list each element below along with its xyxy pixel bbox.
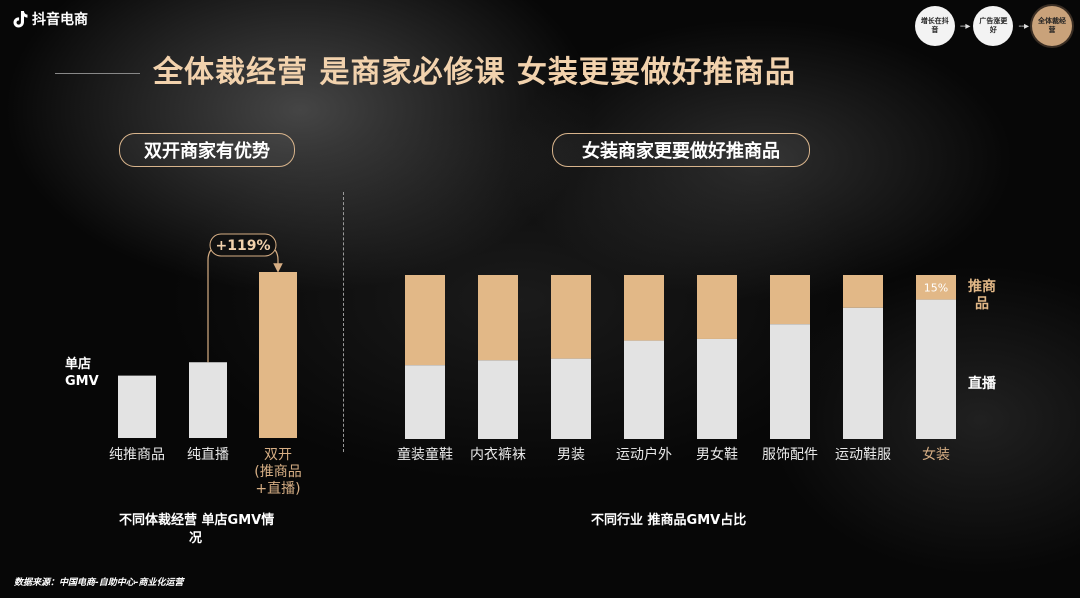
bar-zhibo-7 [916,299,956,439]
right-tick-label-4: 男女鞋 [696,446,738,463]
step-arrow-icon: - - ▸ [959,20,971,32]
left-tick-label-2-1: (推商品 [254,464,301,480]
left-tick-label-1-0: 纯直播 [187,446,229,463]
right-tick-label-1: 内衣裤袜 [470,447,526,463]
page-title: 全体裁经营 是商家必修课 女装更要做好推商品 [153,55,796,90]
step-3-active[interactable]: 全体裁经营 [1032,6,1072,46]
right-section-pill: 女装商家更要做好推商品 [552,133,810,167]
douyin-ecommerce-logo[interactable]: 抖音电商 [12,9,88,29]
step-arrow-icon: - - ▸ [1018,20,1029,32]
left-bar-chart: 纯推商品 纯直播 双开(推商品+直播) +119% [109,233,302,497]
title-divider-line [55,73,140,74]
left-section-pill: 双开商家有优势 [119,133,295,167]
data-label-7: 15% [924,281,948,294]
legend-tuishangpin-line2: 品 [975,296,989,312]
growth-annotation-text: +119% [216,238,271,254]
section-divider [343,192,344,452]
bar-tuishangpin-6 [843,275,883,308]
left-tick-label-2-2: +直播) [255,480,300,497]
right-tick-label-7: 女装 [922,446,950,463]
left-tick-label-0-0: 纯推商品 [109,447,165,463]
y-axis-label-line2: GMV [65,374,99,389]
right-stacked-bar-chart: 童装童鞋 内衣裤袜 男装 运动户外 男女鞋 服饰配件 运动鞋服 女装 15% [397,275,956,463]
left-caption-line2: 况 [189,531,203,546]
left-caption-line1: 不同体裁经营 单店GMV情 [119,513,275,528]
y-axis-label-line1: 单店 [65,357,92,372]
bar-zhibo-3 [624,340,664,439]
step-2-label: 广告涨更好 [979,17,1008,34]
bar-zhibo-6 [843,307,883,439]
left-bar-0 [118,375,156,438]
bar-tuishangpin-2 [551,275,591,359]
left-bar-1 [189,362,227,438]
legend-tuishangpin-line1: 推商 [968,279,996,295]
step-1[interactable]: 增长在抖音 [914,6,955,46]
right-chart-caption: 不同行业 推商品GMV占比 [591,513,747,528]
right-tick-label-0: 童装童鞋 [397,446,453,463]
bar-tuishangpin-7 [916,275,956,300]
left-y-axis-label: 单店 GMV [65,356,99,390]
left-bar-2 [259,272,297,438]
legend-tuishangpin: 推商 品 [968,279,996,313]
right-tick-label-6: 运动鞋服 [835,447,891,463]
data-source-note: 数据来源：中国电商-自助中心-商业化运营 [14,578,184,588]
legend-zhibo: 直播 [968,376,996,392]
step-2[interactable]: 广告涨更好 [973,6,1014,46]
right-tick-label-3: 运动户外 [616,446,672,463]
bar-zhibo-2 [551,358,591,439]
bar-zhibo-5 [770,324,810,439]
bar-zhibo-4 [697,338,737,439]
bar-tuishangpin-0 [405,275,445,366]
right-tick-label-2: 男装 [557,447,585,463]
bar-tuishangpin-5 [770,275,810,325]
growth-annotation-pill [209,233,277,257]
step-1-label: 增长在抖音 [920,17,949,34]
progress-steps: 增长在抖音 - - ▸ 广告涨更好 - - ▸ 全体裁经营 [914,6,1072,46]
douyin-note-icon [13,11,28,28]
bar-tuishangpin-4 [697,275,737,339]
bar-tuishangpin-1 [478,275,518,361]
bar-tuishangpin-3 [624,275,664,341]
step-3-label: 全体裁经营 [1038,17,1066,34]
left-tick-label-2-0: 双开 [264,447,292,463]
left-chart-caption: 不同体裁经营 单店GMV情 况 [119,512,274,548]
bar-zhibo-1 [478,360,518,439]
right-tick-label-5: 服饰配件 [762,447,818,463]
bar-zhibo-0 [405,365,445,439]
logo-text: 抖音电商 [32,12,88,28]
